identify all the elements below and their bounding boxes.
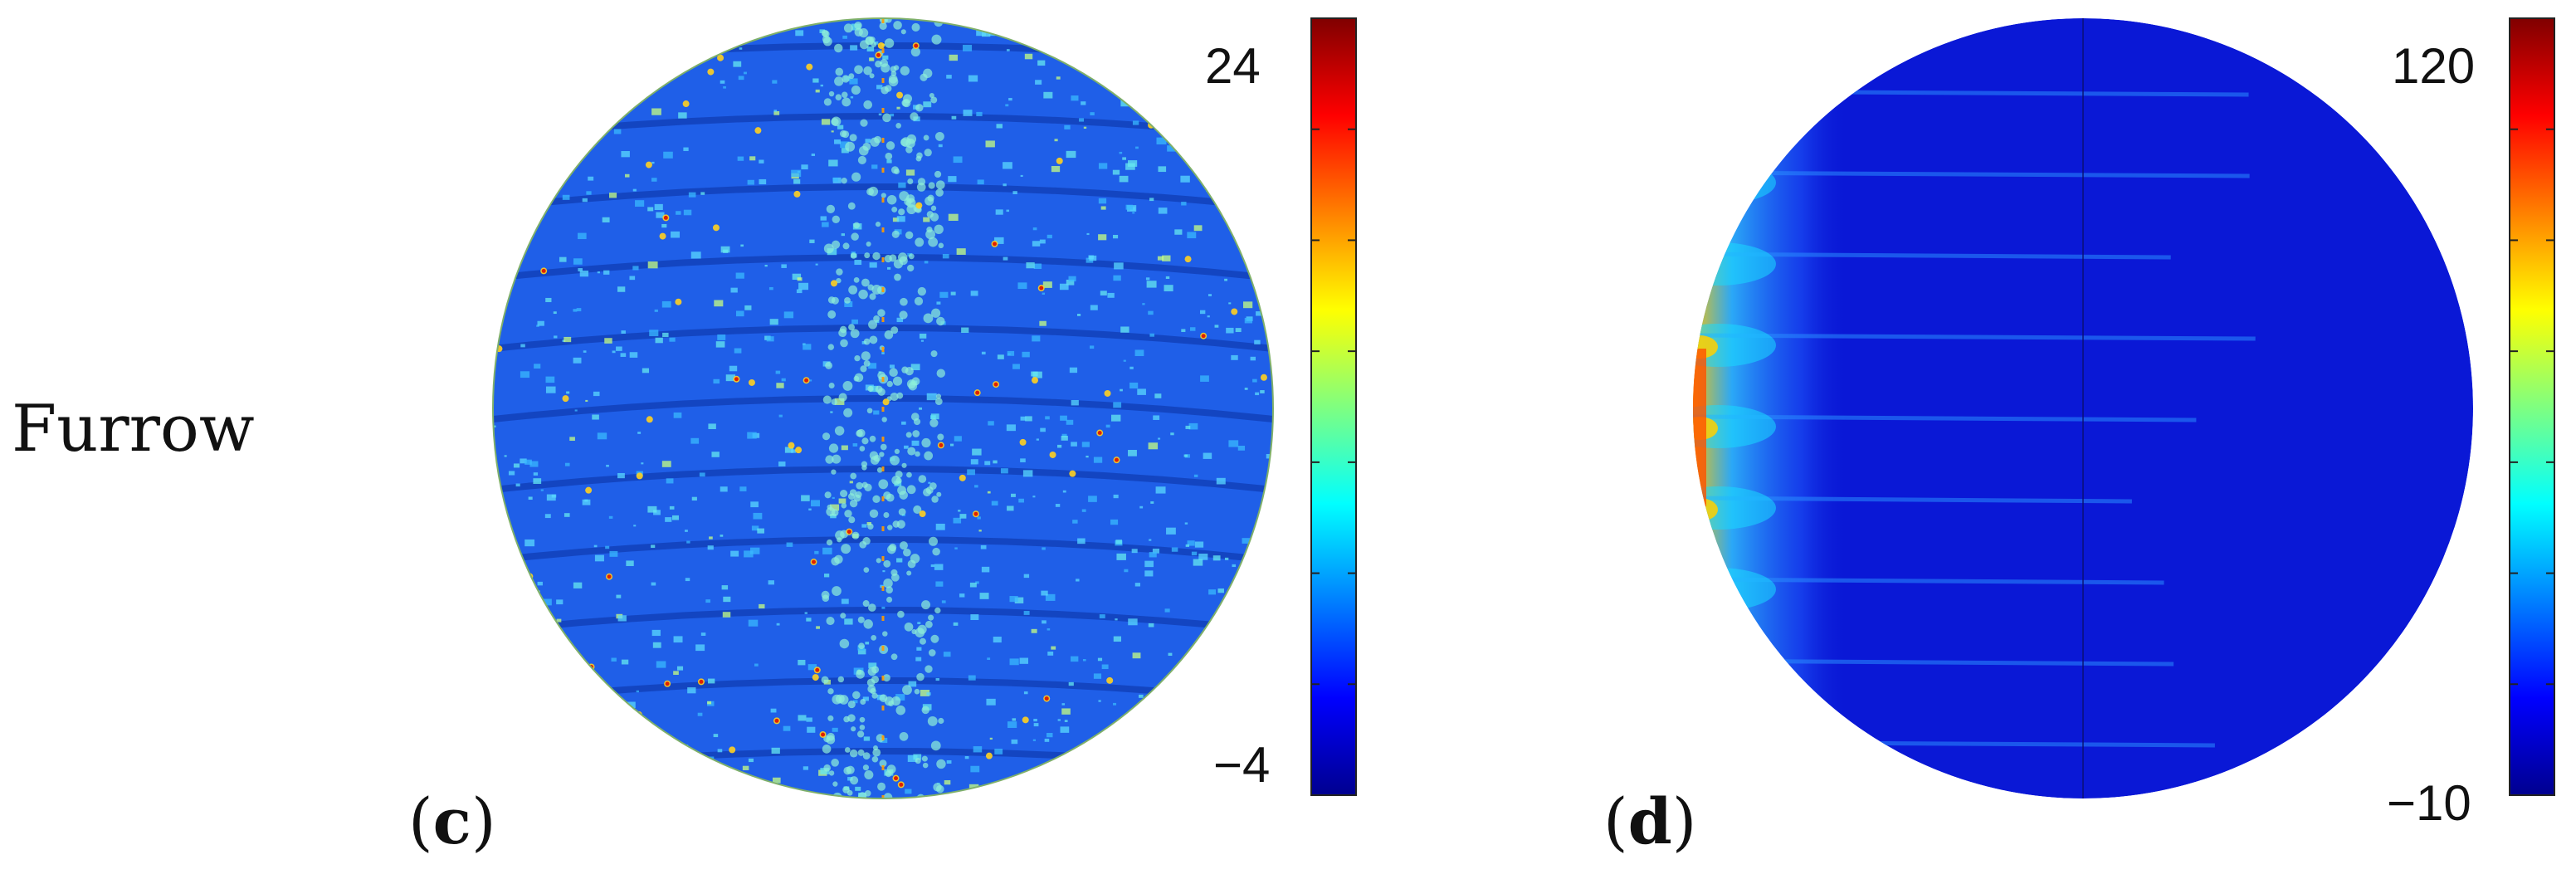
colorbar-d: 120 −10 (2387, 17, 2555, 831)
colorbar-c: 24 −4 (1205, 17, 1357, 796)
colorbar-c-max-label: 24 (1205, 38, 1261, 94)
colorbar-d-max-label: 120 (2392, 38, 2475, 94)
colorbar-c-min-label: −4 (1213, 737, 1270, 793)
panel-d-label: (d) (1603, 784, 1697, 858)
panel-c-label: (c) (408, 784, 496, 858)
row-label-furrow: Furrow (12, 392, 255, 466)
heatmap-c-outline (492, 17, 1274, 799)
colorbar-d-min-label: −10 (2387, 775, 2471, 831)
heatmap-d (1693, 18, 2473, 798)
